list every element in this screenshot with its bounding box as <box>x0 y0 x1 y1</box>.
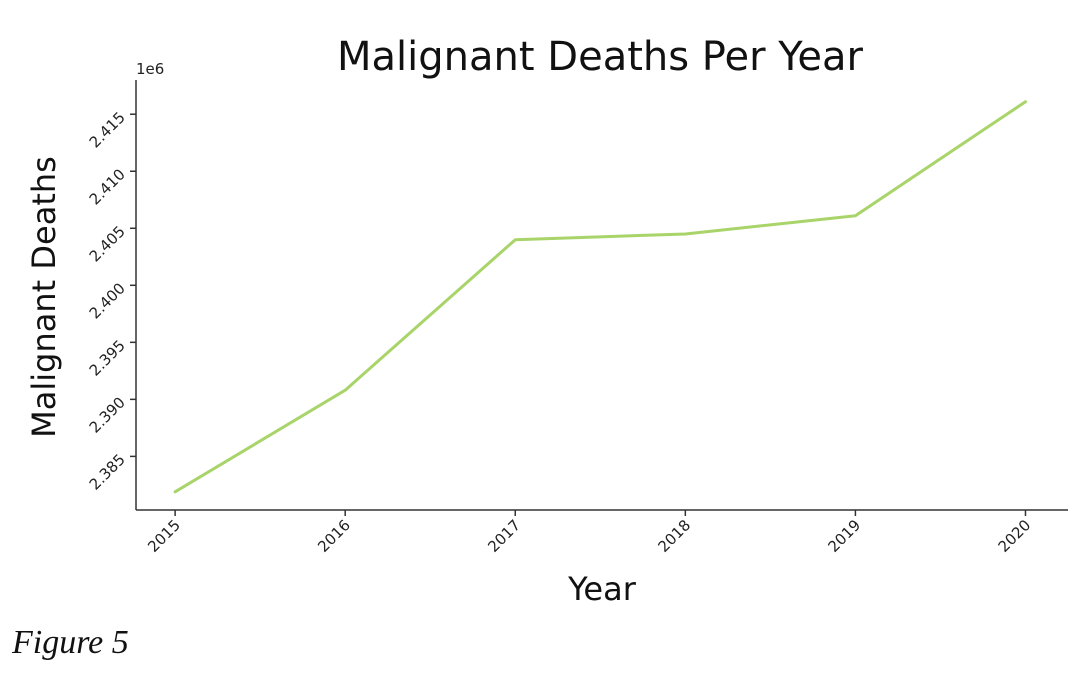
y-tick-label: 2.410 <box>86 165 129 208</box>
y-tick-label: 2.405 <box>86 222 129 265</box>
figure-caption: Figure 5 <box>12 624 129 661</box>
x-axis-label: Year <box>567 570 637 608</box>
x-tick-label: 2017 <box>484 516 524 556</box>
x-ticks: 2015 2016 2017 2018 2019 2020 <box>144 510 1034 556</box>
series-layer <box>173 100 1027 494</box>
y-tick-label: 2.395 <box>86 336 129 379</box>
chart-title: Malignant Deaths Per Year <box>337 34 863 80</box>
series-line <box>173 100 1027 494</box>
y-tick-label: 2.400 <box>86 279 129 322</box>
x-tick-label: 2015 <box>144 516 184 556</box>
y-axis-label: Malignant Deaths <box>25 156 63 438</box>
x-tick-label: 2019 <box>825 516 865 556</box>
y-tick-label: 2.390 <box>86 393 129 436</box>
x-tick-label: 2020 <box>995 516 1035 556</box>
x-tick-label: 2016 <box>314 516 354 556</box>
y-axis-offset-label: 1e6 <box>136 60 164 78</box>
y-tick-label: 2.415 <box>86 108 129 151</box>
x-tick-label: 2018 <box>654 516 694 556</box>
y-ticks: 2.385 2.390 2.395 2.400 2.405 2.410 2.415 <box>86 108 136 494</box>
y-tick-label: 2.385 <box>86 450 129 493</box>
